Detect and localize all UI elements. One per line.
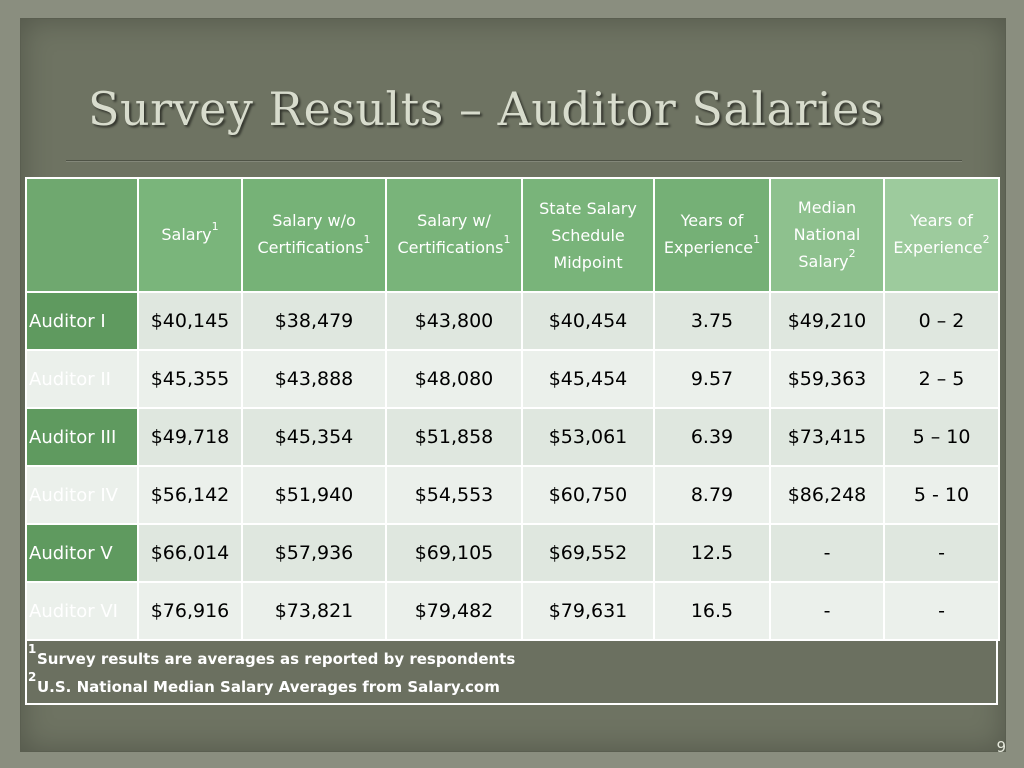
table-cell: $43,888 — [241, 349, 387, 409]
table-row: Auditor I $40,145 $38,479 $43,800 $40,45… — [25, 291, 1000, 351]
table-cell: $66,014 — [137, 523, 243, 583]
footnote-text: Survey results are averages as reported … — [37, 650, 516, 668]
table-cell: $49,718 — [137, 407, 243, 467]
table-cell: $49,210 — [769, 291, 885, 351]
table-cell: $48,080 — [385, 349, 523, 409]
table-cell: $45,354 — [241, 407, 387, 467]
table-row: Auditor V $66,014 $57,936 $69,105 $69,55… — [25, 523, 1000, 583]
table-cell: $79,631 — [521, 581, 655, 641]
row-label: Auditor IV — [25, 465, 139, 525]
header-state-midpoint: State Salary Schedule Midpoint — [521, 177, 655, 293]
header-salary: Salary1 — [137, 177, 243, 293]
table-row: Auditor IV $56,142 $51,940 $54,553 $60,7… — [25, 465, 1000, 525]
table-cell: $56,142 — [137, 465, 243, 525]
title-divider — [66, 160, 962, 161]
row-label: Auditor I — [25, 291, 139, 351]
row-label: Auditor III — [25, 407, 139, 467]
table-cell: $69,552 — [521, 523, 655, 583]
salary-table: Salary1 Salary w/o Certifications1 Salar… — [25, 177, 1000, 641]
table-cell: 5 – 10 — [883, 407, 1000, 467]
header-corner — [25, 177, 139, 293]
table-cell: $40,145 — [137, 291, 243, 351]
table-row: Auditor II $45,355 $43,888 $48,080 $45,4… — [25, 349, 1000, 409]
table-cell: $40,454 — [521, 291, 655, 351]
header-row: Salary1 Salary w/o Certifications1 Salar… — [25, 177, 1000, 293]
table-cell: $45,454 — [521, 349, 655, 409]
table-cell: 3.75 — [653, 291, 771, 351]
table-cell: $73,821 — [241, 581, 387, 641]
table-cell: $45,355 — [137, 349, 243, 409]
header-salary-with-cert: Salary w/ Certifications1 — [385, 177, 523, 293]
table-cell: - — [883, 581, 1000, 641]
salary-table-container: Salary1 Salary w/o Certifications1 Salar… — [25, 177, 1000, 705]
table-cell: 8.79 — [653, 465, 771, 525]
table-cell: $51,940 — [241, 465, 387, 525]
table-cell: $73,415 — [769, 407, 885, 467]
row-label: Auditor V — [25, 523, 139, 583]
footnotes: 1 Survey results are averages as reported… — [25, 641, 998, 705]
table-cell: $86,248 — [769, 465, 885, 525]
table-cell: - — [769, 581, 885, 641]
table-cell: $59,363 — [769, 349, 885, 409]
table-cell: $57,936 — [241, 523, 387, 583]
table-cell: 6.39 — [653, 407, 771, 467]
header-median-national-salary: Median National Salary2 — [769, 177, 885, 293]
table-cell: - — [769, 523, 885, 583]
row-label: Auditor VI — [25, 581, 139, 641]
table-cell: $69,105 — [385, 523, 523, 583]
table-cell: $43,800 — [385, 291, 523, 351]
footnote: 2 U.S. National Median Salary Averages fr… — [27, 670, 996, 701]
page-number: 9 — [996, 738, 1006, 756]
table-cell: $79,482 — [385, 581, 523, 641]
table-cell: 5 - 10 — [883, 465, 1000, 525]
slide-title: Survey Results – Auditor Salaries — [88, 82, 884, 136]
table-cell: $54,553 — [385, 465, 523, 525]
table-row: Auditor III $49,718 $45,354 $51,858 $53,… — [25, 407, 1000, 467]
table-cell: 0 – 2 — [883, 291, 1000, 351]
footnote-text: U.S. National Median Salary Averages fro… — [37, 678, 500, 696]
table-cell: $38,479 — [241, 291, 387, 351]
table-cell: $76,916 — [137, 581, 243, 641]
header-salary-without-cert: Salary w/o Certifications1 — [241, 177, 387, 293]
row-label: Auditor II — [25, 349, 139, 409]
table-cell: $53,061 — [521, 407, 655, 467]
footnote: 1 Survey results are averages as reported… — [27, 642, 996, 673]
header-national-years-experience: Years of Experience2 — [883, 177, 1000, 293]
table-cell: 9.57 — [653, 349, 771, 409]
table-cell: - — [883, 523, 1000, 583]
table-cell: 12.5 — [653, 523, 771, 583]
table-cell: $51,858 — [385, 407, 523, 467]
header-years-experience: Years of Experience1 — [653, 177, 771, 293]
table-cell: $60,750 — [521, 465, 655, 525]
table-cell: 16.5 — [653, 581, 771, 641]
footnote-mark: 2 — [28, 670, 37, 684]
table-cell: 2 – 5 — [883, 349, 1000, 409]
footnote-mark: 1 — [28, 642, 37, 656]
table-row: Auditor VI $76,916 $73,821 $79,482 $79,6… — [25, 581, 1000, 641]
